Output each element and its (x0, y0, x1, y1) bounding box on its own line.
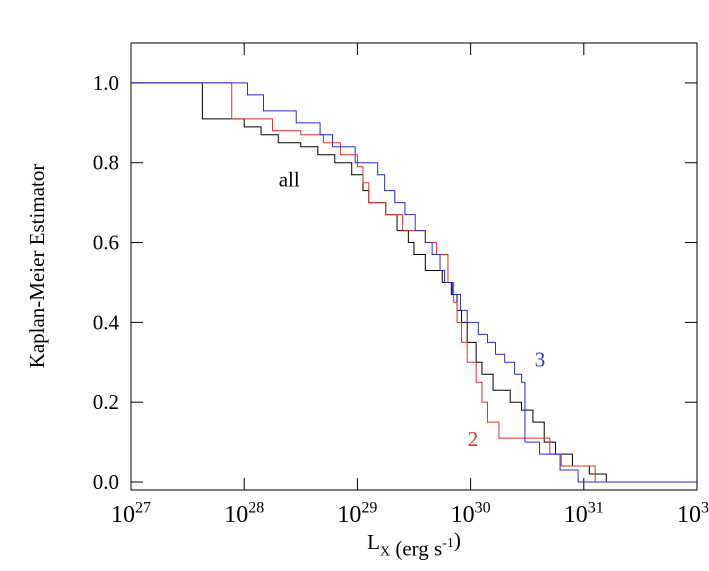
x-tick-label: 1028 (224, 499, 264, 528)
y-tick-label: 1.0 (93, 71, 119, 95)
y-tick-label: 0.2 (93, 390, 119, 414)
y-tick-label: 0.4 (93, 310, 120, 334)
x-tick-label: 1027 (111, 499, 151, 528)
x-tick-label: 1032 (677, 499, 709, 528)
y-axis-label: Kaplan-Meier Estimator (25, 164, 49, 369)
curve-label: 3 (535, 347, 546, 371)
y-tick-label: 0.6 (93, 231, 119, 255)
x-tick-label: 1030 (451, 499, 491, 528)
plot-frame (130, 42, 698, 491)
km-curve (131, 82, 697, 483)
x-tick-label: 1029 (337, 499, 377, 528)
y-tick-label: 0.0 (93, 470, 119, 494)
x-tick-label: 1031 (564, 499, 604, 528)
curve-label: 2 (468, 427, 479, 451)
km-curve (131, 82, 697, 483)
km-curve (131, 82, 697, 483)
y-tick-label: 0.8 (93, 151, 119, 175)
x-axis-label: LX (erg s-1) (367, 528, 461, 560)
curve-label: all (279, 168, 300, 192)
